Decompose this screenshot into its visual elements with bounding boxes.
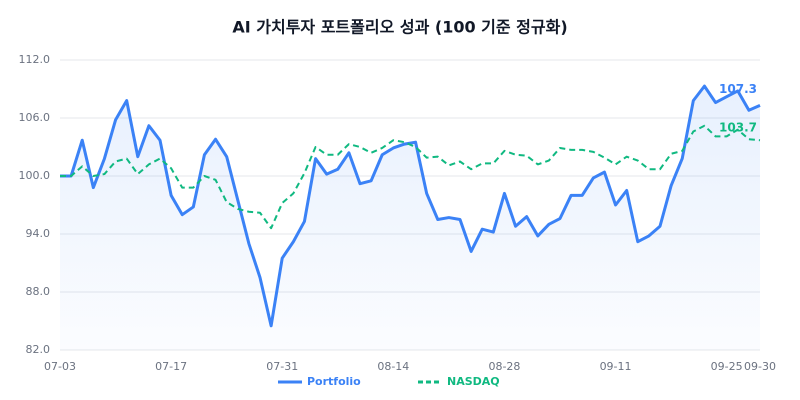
end-label: 103.7 xyxy=(719,121,757,135)
series-line xyxy=(60,124,761,230)
x-tick-label: 08-28 xyxy=(488,360,520,373)
end-label: 107.3 xyxy=(719,82,757,96)
x-tick-label: 07-31 xyxy=(266,360,298,373)
series-line xyxy=(60,84,761,328)
x-tick-label: 07-17 xyxy=(155,360,187,373)
x-tick-label: 07-03 xyxy=(44,360,76,373)
x-tick-label: 09-11 xyxy=(600,360,632,373)
area xyxy=(60,86,760,350)
y-tick-label: 100.0 xyxy=(19,169,51,182)
y-tick-label: 112.0 xyxy=(19,53,51,66)
y-tick-label: 94.0 xyxy=(26,227,51,240)
legend-label: Portfolio xyxy=(307,375,361,388)
legend-label: NASDAQ xyxy=(447,375,500,388)
y-tick-label: 88.0 xyxy=(26,285,51,298)
chart-title: AI 가치투자 포트폴리오 성과 (100 기준 정규화) xyxy=(232,18,567,37)
y-tick-label: 106.0 xyxy=(19,111,51,124)
x-tick-label: 08-14 xyxy=(377,360,409,373)
x-tick-label: 09-30 xyxy=(744,360,776,373)
y-tick-label: 82.0 xyxy=(26,343,51,356)
x-tick-label: 09-25 xyxy=(711,360,743,373)
